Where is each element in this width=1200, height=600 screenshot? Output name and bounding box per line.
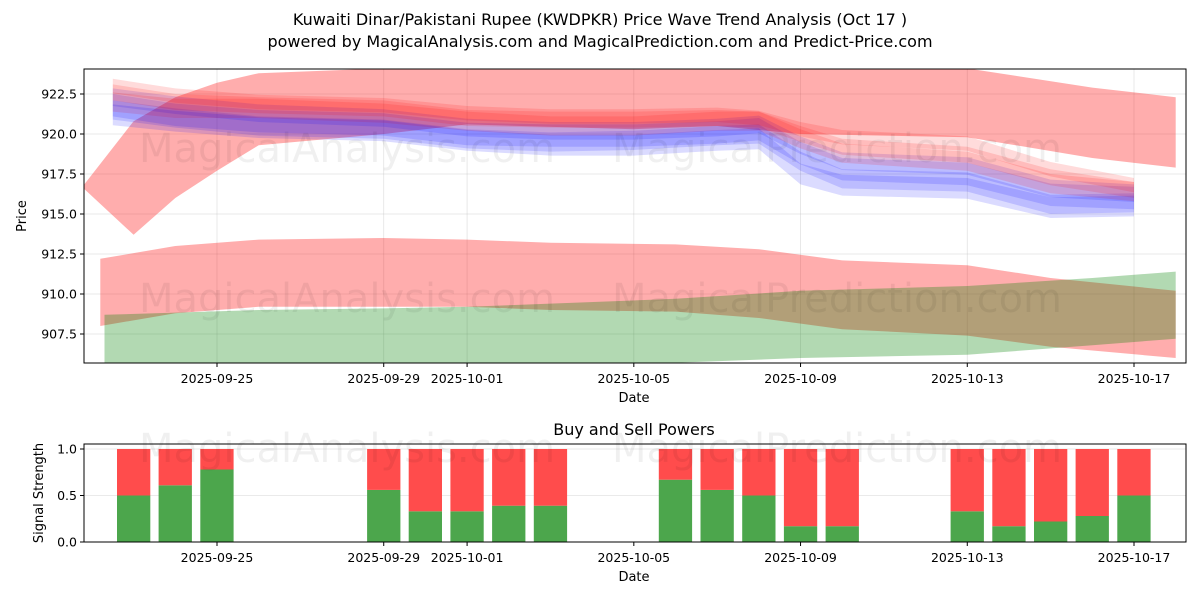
sell-bar [992,449,1026,527]
buy-bar [408,511,442,542]
sell-bar [200,449,234,470]
sell-bar [408,449,442,512]
buy-bar [950,511,984,542]
x-tick-label: 2025-09-25 [181,371,254,386]
y-tick-label: 915.0 [41,207,77,222]
y-tick-label: 1.0 [57,442,77,457]
sell-bar [533,449,568,506]
y-tick-label: 922.5 [41,87,77,102]
price-x-ticks: 2025-09-25 2025-09-29 2025-10-01 2025-10-05… [181,363,1171,386]
x-tick-label: 2025-10-13 [931,371,1004,386]
signal-x-axis-label: Date [618,570,649,585]
sell-bar [1117,449,1151,496]
x-tick-label: 2025-10-09 [764,371,837,386]
sell-bar [367,449,401,490]
sell-bar [700,449,734,490]
buy-bar [700,489,734,542]
sell-bar [658,449,693,480]
chart-title: Kuwaiti Dinar/Pakistani Rupee (KWDPKR) P… [292,10,908,29]
price-axes-frame [83,68,1187,364]
buy-bar [533,505,568,542]
y-tick-label: 0.5 [57,488,77,503]
buy-bar [200,469,234,542]
x-tick-label: 2025-09-25 [181,550,254,565]
y-tick-label: 920.0 [41,127,77,142]
price-grid [84,69,1186,363]
x-tick-label: 2025-09-29 [347,371,420,386]
buy-bar [367,489,401,542]
x-tick-label: 2025-10-01 [431,550,504,565]
sell-bar [158,449,192,486]
x-tick-label: 2025-10-17 [1098,371,1171,386]
watermark-right-mid: MagicalPrediction.com [612,276,1062,322]
x-tick-label: 2025-10-01 [431,371,504,386]
sell-bar [783,449,818,527]
lower-red-forecast-band [100,238,1176,358]
sell-bar [742,449,776,496]
price-waves [112,78,1135,218]
price-y-axis-label: Price [15,200,30,232]
buy-bar [742,495,776,542]
y-tick-label: 910.0 [41,287,77,302]
sell-bar [1034,449,1068,522]
buy-bar [992,526,1026,542]
x-tick-label: 2025-10-09 [764,550,837,565]
buy-bar [492,505,526,542]
signal-y-axis-label: Signal Strength [32,443,47,543]
buy-sell-title: Buy and Sell Powers [553,420,715,439]
sell-bar [492,449,526,506]
signal-axes-frame [83,443,1187,543]
sell-bar [1075,449,1109,516]
buy-bar [1075,516,1109,542]
buy-bar [450,511,484,542]
price-bands [84,69,1176,363]
y-tick-label: 0.0 [57,535,77,550]
buy-bar [158,485,192,542]
wave-2 [112,100,1135,214]
wave-7 [112,78,1135,193]
green-forecast-band [104,271,1176,363]
sell-bar [117,449,151,496]
wave-4 [112,92,1135,202]
sell-bar [450,449,484,512]
y-tick-label: 917.5 [41,167,77,182]
watermark-right-top: MagicalPrediction.com [612,126,1062,172]
buy-bar [825,526,859,542]
x-tick-label: 2025-10-05 [597,371,670,386]
x-tick-label: 2025-10-13 [931,550,1004,565]
buy-bar [117,495,151,542]
upper-red-forecast-band [84,69,1176,235]
price-x-axis-label: Date [618,391,649,406]
watermark-left-mid: MagicalAnalysis.com [139,276,555,322]
buy-bar [1117,495,1151,542]
signal-y-ticks: 0.0 0.5 1.0 [57,442,84,550]
sell-bar [950,449,984,512]
signal-x-ticks: 2025-09-25 2025-09-29 2025-10-01 2025-10-05… [181,542,1171,565]
watermark-left-bottom: MagicalAnalysis.com [139,426,555,472]
y-tick-label: 912.5 [41,247,77,262]
y-tick-label: 907.5 [41,327,77,342]
wave-5 [112,84,1135,198]
wave-6 [112,104,1135,218]
watermark-right-bottom: MagicalPrediction.com [612,426,1062,472]
wave-3 [112,88,1135,202]
x-tick-label: 2025-10-05 [597,550,670,565]
x-tick-label: 2025-09-29 [347,550,420,565]
buy-bar [658,479,693,542]
wave-1 [112,94,1135,210]
sell-bar [825,449,859,527]
x-tick-label: 2025-10-17 [1098,550,1171,565]
price-y-ticks: 907.5 910.0 912.5 915.0 917.5 920.0 922.5 [41,87,84,342]
signal-bars [117,449,1151,542]
buy-bar [783,526,818,542]
chart-subtitle: powered by MagicalAnalysis.com and Magic… [267,32,933,51]
watermark-left-top: MagicalAnalysis.com [139,126,555,172]
buy-bar [1034,521,1068,542]
